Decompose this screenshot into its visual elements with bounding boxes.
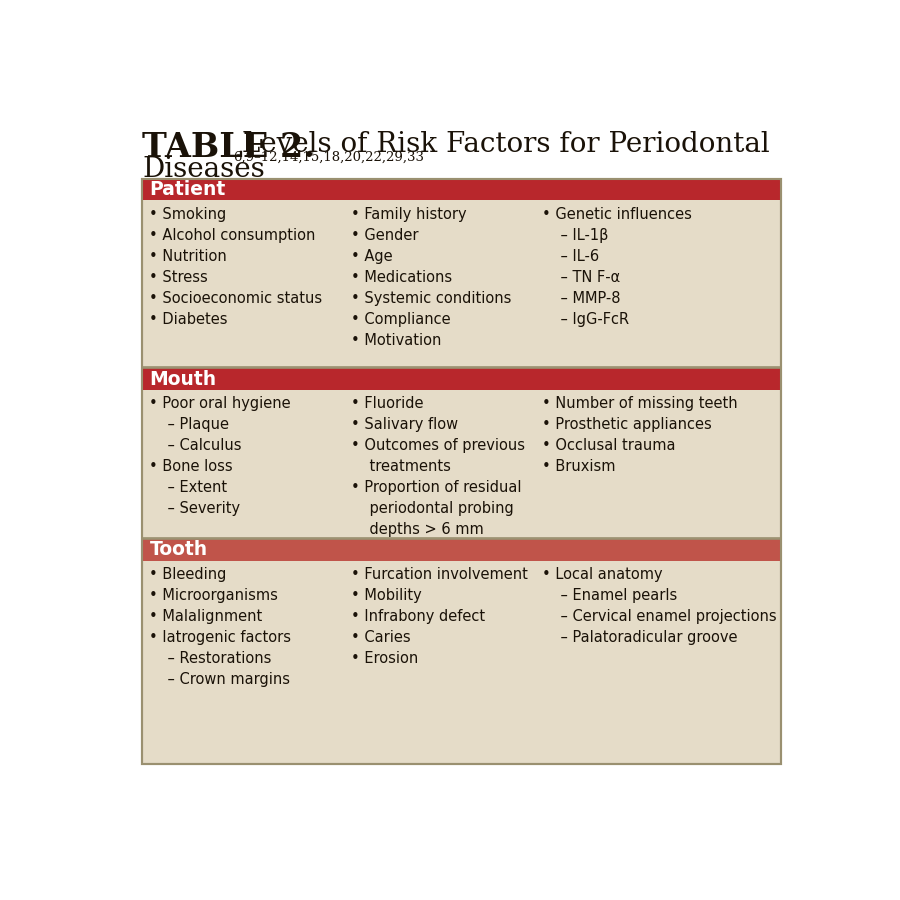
Text: • Fluoride
• Salivary flow
• Outcomes of previous
    treatments
• Proportion of: • Fluoride • Salivary flow • Outcomes of…: [351, 396, 525, 537]
Bar: [142, 179, 780, 201]
Text: • Poor oral hygiene
    – Plaque
    – Calculus
• Bone loss
    – Extent
    – S: • Poor oral hygiene – Plaque – Calculus …: [148, 396, 291, 516]
Text: • Genetic influences
    – IL-1β
    – IL-6
    – TN F-α
    – MMP-8
    – IgG-F: • Genetic influences – IL-1β – IL-6 – TN…: [543, 207, 692, 327]
Text: Levels of Risk Factors for Periodontal: Levels of Risk Factors for Periodontal: [233, 131, 770, 158]
Bar: [142, 539, 780, 561]
Text: • Smoking
• Alcohol consumption
• Nutrition
• Stress
• Socioeconomic status
• Di: • Smoking • Alcohol consumption • Nutrit…: [148, 207, 322, 327]
Bar: [142, 368, 780, 390]
Text: Patient: Patient: [149, 180, 226, 199]
Text: 6,9–12,14,15,18,20,22,29,33: 6,9–12,14,15,18,20,22,29,33: [233, 151, 425, 164]
Text: • Number of missing teeth
• Prosthetic appliances
• Occlusal trauma
• Bruxism: • Number of missing teeth • Prosthetic a…: [543, 396, 738, 474]
Text: • Family history
• Gender
• Age
• Medications
• Systemic conditions
• Compliance: • Family history • Gender • Age • Medica…: [351, 207, 511, 347]
Text: TABLE 2.: TABLE 2.: [142, 131, 315, 164]
Bar: [142, 179, 780, 764]
Text: • Bleeding
• Microorganisms
• Malalignment
• Iatrogenic factors
    – Restoratio: • Bleeding • Microorganisms • Malalignme…: [148, 567, 291, 687]
Text: Mouth: Mouth: [149, 370, 217, 389]
Text: • Local anatomy
    – Enamel pearls
    – Cervical enamel projections
    – Pala: • Local anatomy – Enamel pearls – Cervic…: [543, 567, 777, 645]
Text: • Furcation involvement
• Mobility
• Infrabony defect
• Caries
• Erosion: • Furcation involvement • Mobility • Inf…: [351, 567, 527, 666]
Text: Tooth: Tooth: [149, 541, 208, 560]
Text: Diseases: Diseases: [142, 156, 265, 183]
Bar: [142, 179, 780, 764]
